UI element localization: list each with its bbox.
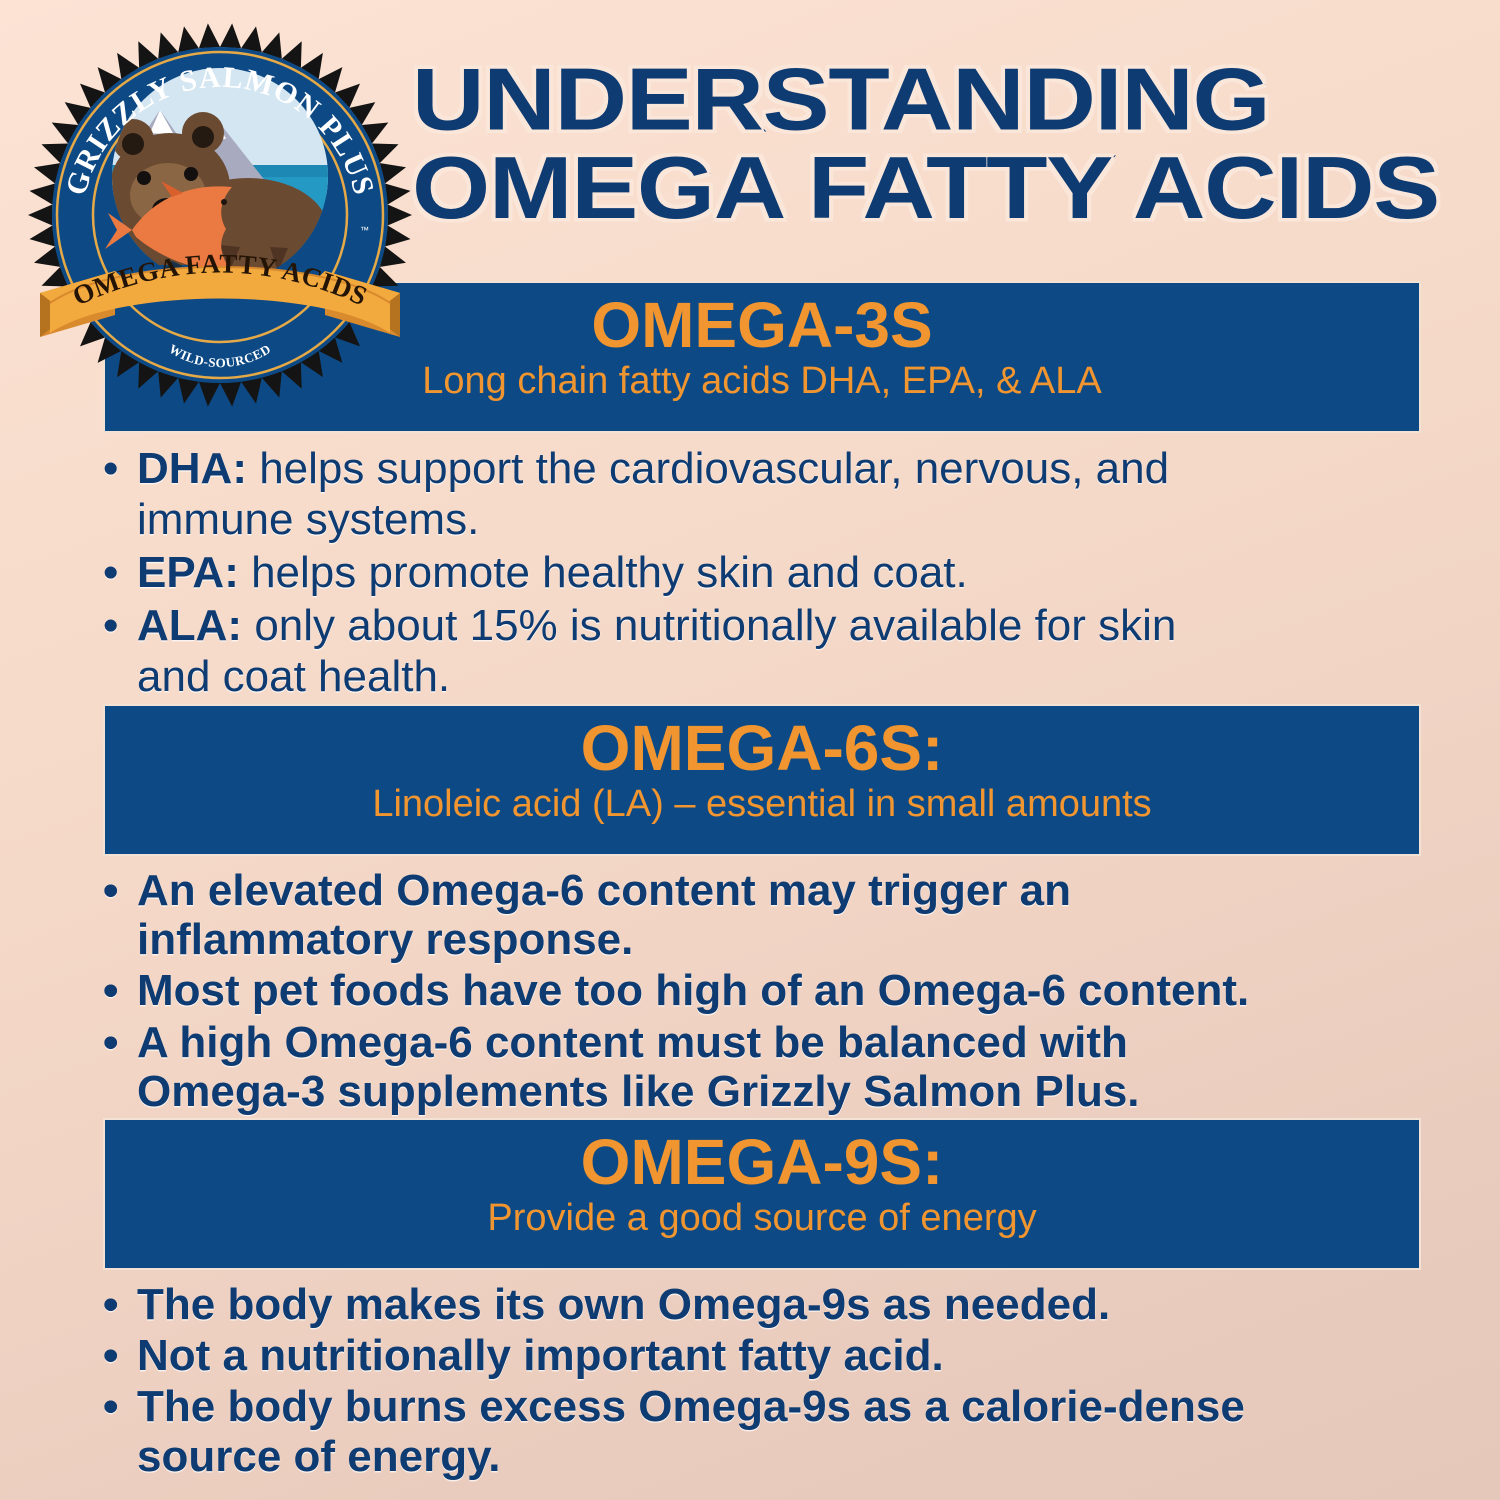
svg-text:™: ™ — [360, 225, 369, 235]
